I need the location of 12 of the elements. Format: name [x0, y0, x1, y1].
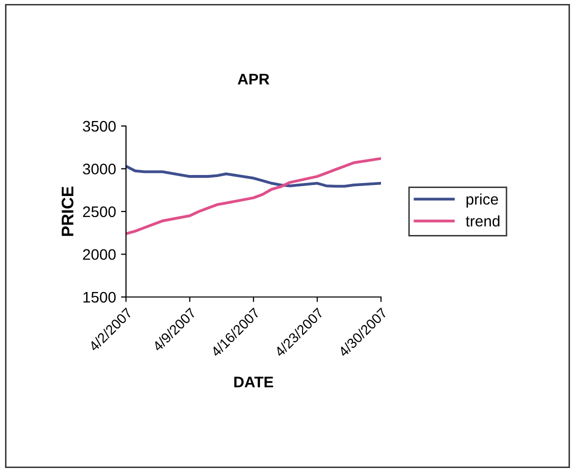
- line-series: [126, 157, 381, 236]
- y-tick-label: 1500: [83, 292, 116, 303]
- line-series: [126, 164, 381, 188]
- chart-title: APR: [238, 74, 270, 84]
- legend-label: price: [466, 193, 498, 208]
- y-tick-label: 2500: [83, 206, 116, 218]
- y-tick-label: 3000: [82, 164, 116, 174]
- y-axis-title: PRICE: [62, 186, 74, 236]
- legend-label: trend: [466, 215, 500, 227]
- y-tick-label: 3500: [82, 120, 116, 132]
- y-tick-label: 2000: [83, 249, 116, 260]
- x-axis-title: DATE: [234, 376, 274, 388]
